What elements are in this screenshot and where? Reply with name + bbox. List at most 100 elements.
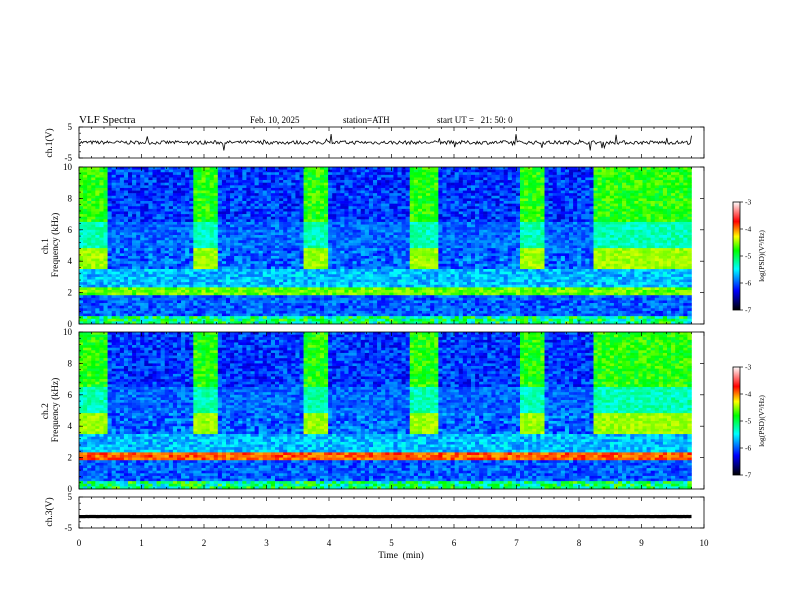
- spectrogram-cell: [79, 232, 84, 236]
- spectrogram-cell: [83, 310, 88, 314]
- spectrogram-cell: [393, 318, 398, 322]
- spectrogram-cell: [258, 250, 264, 254]
- spectrogram-cell: [197, 297, 202, 301]
- spectrogram-cell: [373, 261, 378, 265]
- spectrogram-cell: [291, 174, 296, 178]
- spectrogram-cell: [221, 229, 227, 233]
- spectrogram-cell: [364, 169, 370, 173]
- spectrogram-cell: [213, 187, 219, 191]
- spectrogram-cell: [111, 276, 117, 280]
- spectrogram-cell: [91, 292, 96, 296]
- spectrogram-cell: [185, 235, 190, 238]
- spectrogram-cell: [324, 250, 329, 254]
- spectrogram-cell: [87, 248, 92, 252]
- spectrogram-cell: [279, 185, 284, 189]
- spectrogram-cell: [128, 174, 133, 178]
- spectrogram-cell: [352, 261, 357, 265]
- spectrogram-cell: [193, 232, 198, 236]
- spectrogram-cell: [119, 253, 125, 257]
- spectrogram-cell: [242, 208, 247, 212]
- spectrogram-cell: [401, 284, 406, 288]
- spectrogram-cell: [270, 182, 276, 186]
- spectrogram-cell: [213, 316, 219, 320]
- spectrogram-cell: [197, 180, 202, 183]
- spectrogram-cell: [393, 269, 398, 272]
- spectrogram-cell: [307, 308, 313, 312]
- spectrogram-cell: [201, 253, 206, 257]
- spectrogram-cell: [83, 287, 88, 291]
- spectrogram-cell: [356, 211, 362, 215]
- spectrogram-cell: [246, 321, 251, 325]
- spectrogram-cell: [132, 284, 137, 288]
- spectrogram-cell: [340, 240, 345, 244]
- spectrogram-cell: [234, 185, 239, 189]
- spectrogram-cell: [352, 182, 357, 186]
- spectrogram-cell: [234, 261, 239, 265]
- spectrogram-cell: [303, 308, 308, 312]
- spectrogram-cell: [193, 198, 198, 202]
- spectrogram-cell: [385, 195, 390, 199]
- spectrogram-cell: [279, 240, 284, 244]
- spectrogram-cell: [364, 229, 370, 233]
- spectrogram-cell: [91, 255, 96, 259]
- spectrogram-cell: [352, 255, 357, 259]
- spectrogram-cell: [250, 172, 255, 176]
- spectrogram-cell: [385, 227, 390, 231]
- spectrogram-cell: [328, 185, 333, 189]
- spectrogram-cell: [201, 187, 206, 191]
- spectrogram-cell: [119, 237, 125, 241]
- spectrogram-cell: [368, 282, 374, 286]
- spectrogram-cell: [250, 180, 255, 183]
- spectrogram-cell: [319, 190, 325, 194]
- spectrogram-cell: [254, 263, 259, 267]
- spectrogram-cell: [393, 214, 398, 218]
- spectrogram-cell: [156, 227, 161, 231]
- spectrogram-cell: [324, 266, 329, 270]
- spectrogram-cell: [99, 227, 104, 231]
- spectrogram-cell: [393, 245, 398, 249]
- spectrogram-cell: [87, 250, 92, 254]
- spectrogram-cell: [303, 303, 308, 306]
- spectrogram-cell: [99, 211, 104, 215]
- spectrogram-cell: [226, 242, 231, 246]
- spectrogram-cell: [95, 250, 100, 254]
- spectrogram-cell: [87, 211, 92, 215]
- spectrogram-cell: [221, 180, 227, 183]
- spectrogram-cell: [123, 224, 129, 228]
- spectrogram-cell: [340, 237, 345, 241]
- spectrogram-cell: [119, 271, 125, 275]
- spectrogram-cell: [348, 274, 353, 278]
- spectrogram-cell: [79, 174, 84, 178]
- spectrogram-cell: [226, 182, 231, 186]
- spectrogram-cell: [132, 263, 137, 267]
- spectrogram-cell: [217, 284, 223, 288]
- spectrogram-cell: [205, 193, 210, 197]
- spectrogram-cell: [238, 240, 243, 244]
- spectrogram-cell: [385, 250, 390, 254]
- spectrogram-cell: [172, 180, 178, 183]
- spectrogram-cell: [132, 193, 137, 197]
- spectrogram-cell: [364, 282, 370, 286]
- spectrogram-cell: [315, 167, 321, 170]
- spectrogram-cell: [344, 167, 349, 170]
- spectrogram-cell: [226, 195, 231, 199]
- spectrogram-cell: [119, 208, 125, 212]
- spectrogram-cell: [377, 245, 382, 249]
- spectrogram-cell: [356, 206, 362, 210]
- spectrogram-cell: [209, 289, 215, 293]
- spectrogram-cell: [242, 214, 247, 218]
- spectrogram-cell: [144, 321, 149, 325]
- ch1-ytick-label: 5: [68, 122, 73, 132]
- spectrogram-cell: [352, 187, 357, 191]
- spectrogram-cell: [266, 295, 272, 299]
- spectrogram-cell: [107, 297, 112, 301]
- spectrogram-cell: [83, 253, 88, 257]
- spectrogram-cell: [328, 287, 333, 291]
- spectrogram-cell: [287, 235, 292, 238]
- spectrogram-cell: [156, 182, 161, 186]
- spectrogram-cell: [168, 271, 174, 275]
- spectrogram-cell: [234, 240, 239, 244]
- spectrogram-cell: [344, 248, 349, 252]
- spectrogram-cell: [295, 261, 300, 265]
- spectrogram-cell: [336, 266, 341, 270]
